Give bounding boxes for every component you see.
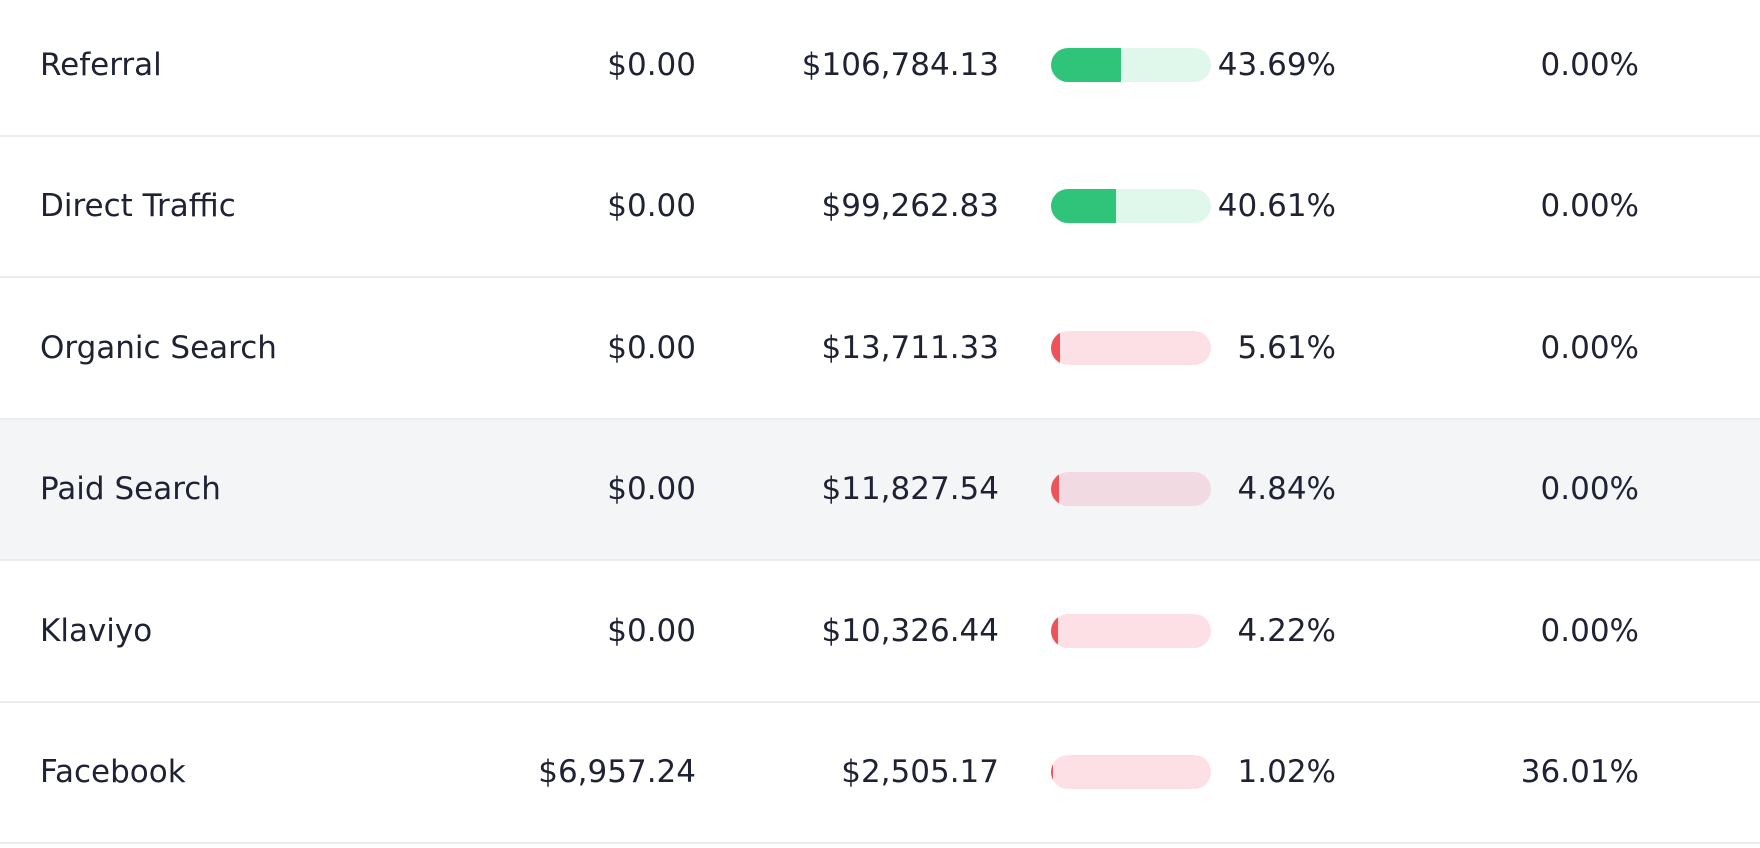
- rate-value: 0.00%: [1540, 612, 1639, 649]
- spend-value: $6,957.24: [538, 754, 696, 791]
- source-name: Facebook: [40, 754, 186, 791]
- share-label: 43.69%: [1217, 46, 1336, 83]
- source-name: Paid Search: [40, 471, 221, 508]
- spend-value: $0.00: [607, 46, 696, 83]
- source-name: Direct Traffic: [40, 188, 236, 225]
- share-label: 4.22%: [1237, 612, 1336, 649]
- spend-value: $0.00: [607, 188, 696, 225]
- rate-value: 0.00%: [1540, 329, 1639, 366]
- revenue-value: $13,711.33: [821, 329, 1000, 366]
- spend-value: $0.00: [607, 471, 696, 508]
- revenue-value: $99,262.83: [821, 188, 1000, 225]
- revenue-value: $11,827.54: [821, 471, 1000, 508]
- share-bar: [1051, 47, 1121, 82]
- table-row[interactable]: Referral $0.00 $106,784.13 43.69% 0.00%: [0, 0, 1760, 137]
- share-bar-track: [1051, 755, 1211, 790]
- share-bar-track: [1051, 472, 1211, 507]
- source-name: Organic Search: [40, 329, 277, 366]
- revenue-value: $106,784.13: [801, 46, 999, 83]
- source-name: Klaviyo: [40, 612, 153, 649]
- revenue-value: $2,505.17: [841, 754, 999, 791]
- spend-value: $0.00: [607, 612, 696, 649]
- share-label: 40.61%: [1217, 188, 1336, 225]
- rate-value: 0.00%: [1540, 471, 1639, 508]
- table-row[interactable]: Facebook $6,957.24 $2,505.17 1.02% 36.01%: [0, 702, 1760, 844]
- share-bar: [1051, 189, 1116, 224]
- table-row[interactable]: Paid Search $0.00 $11,827.54 4.84% 0.00%: [0, 419, 1760, 561]
- share-label: 1.02%: [1237, 754, 1336, 791]
- rate-value: 0.00%: [1540, 188, 1639, 225]
- share-bar-track: [1051, 47, 1211, 82]
- table-row[interactable]: Direct Traffic $0.00 $99,262.83 40.61% 0.00%: [0, 136, 1760, 278]
- revenue-value: $10,326.44: [821, 612, 1000, 649]
- rate-value: 36.01%: [1520, 754, 1639, 791]
- share-label: 4.84%: [1237, 471, 1336, 508]
- rate-value: 0.00%: [1540, 46, 1639, 83]
- share-bar: [1051, 755, 1053, 790]
- share-bar-track: [1051, 330, 1211, 365]
- share-bar: [1051, 472, 1059, 507]
- spend-value: $0.00: [607, 329, 696, 366]
- share-bar-track: [1051, 613, 1211, 648]
- source-name: Referral: [40, 46, 162, 83]
- share-label: 5.61%: [1237, 329, 1336, 366]
- share-bar: [1051, 613, 1058, 648]
- table-row[interactable]: Klaviyo $0.00 $10,326.44 4.22% 0.00%: [0, 561, 1760, 703]
- share-bar-track: [1051, 189, 1211, 224]
- share-bar: [1051, 330, 1060, 365]
- table-row[interactable]: Organic Search $0.00 $13,711.33 5.61% 0.00%: [0, 278, 1760, 420]
